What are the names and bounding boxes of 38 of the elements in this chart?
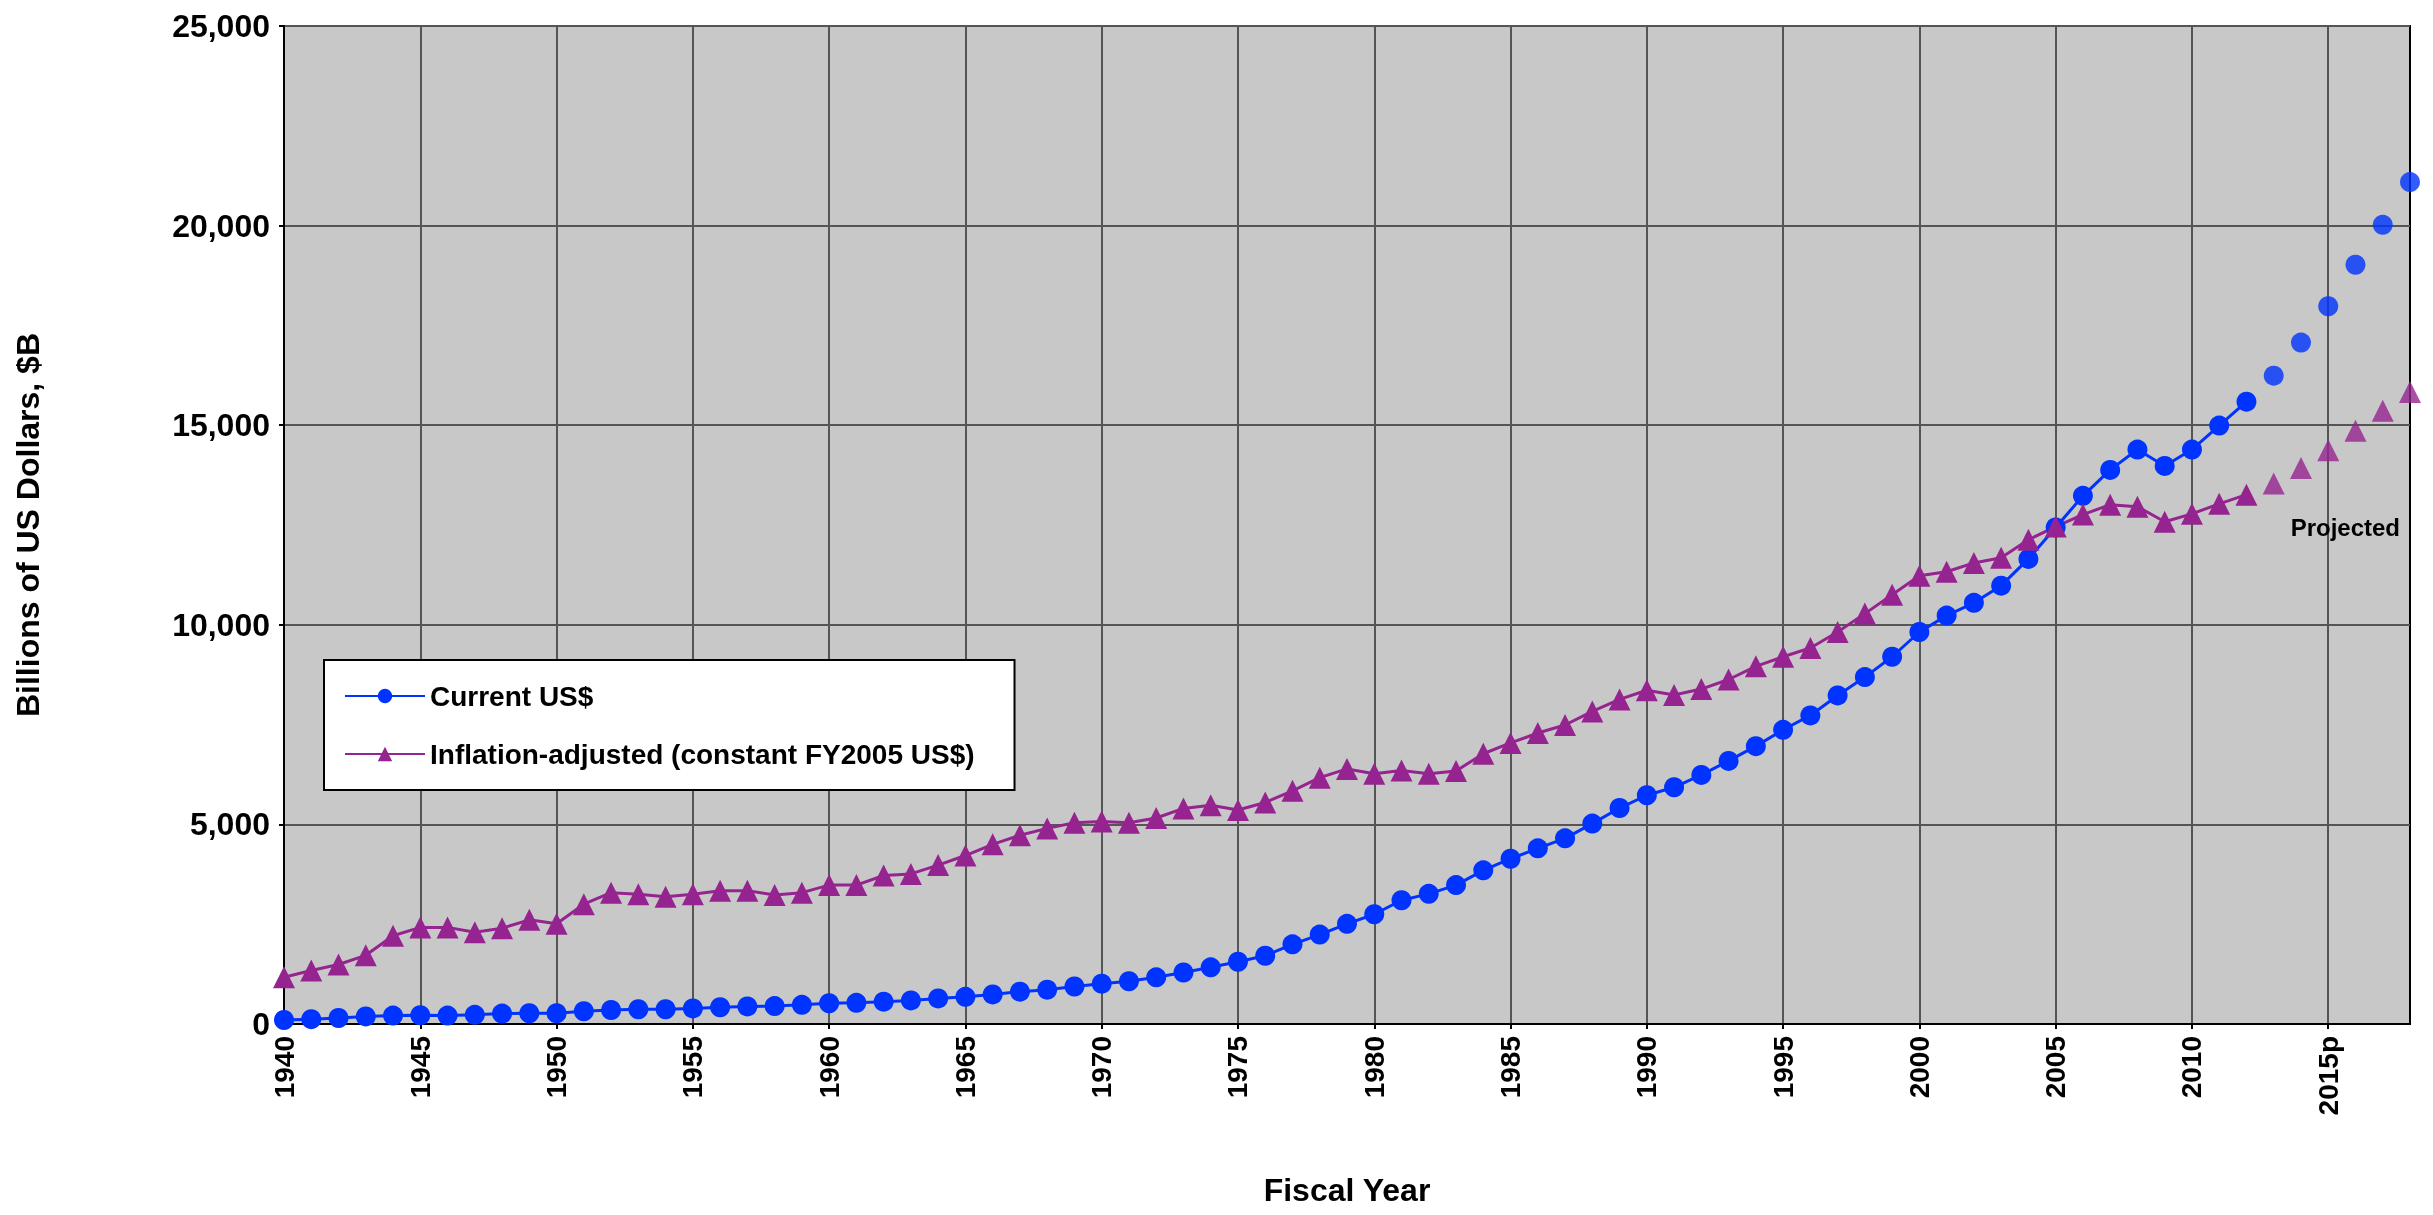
x-tick-label: 2015p bbox=[2312, 1036, 2344, 1116]
point bbox=[2290, 332, 2311, 353]
x-tick-label: 1940 bbox=[268, 1036, 300, 1099]
x-tick-label: 2010 bbox=[2176, 1036, 2208, 1099]
y-tick-label: 15,000 bbox=[172, 407, 270, 444]
y-tick-label: 10,000 bbox=[172, 606, 270, 643]
x-axis-title: Fiscal Year bbox=[1263, 1172, 1431, 1208]
x-tick-label: 2000 bbox=[1903, 1036, 1935, 1099]
y-tick-label: 25,000 bbox=[172, 8, 270, 44]
y-axis-title: Billions of US Dollars, $B bbox=[10, 332, 46, 718]
x-tick-label: 2005 bbox=[2040, 1036, 2072, 1099]
point bbox=[2263, 365, 2284, 386]
x-tick-label: 1970 bbox=[1086, 1036, 1118, 1099]
x-tick-label: 1975 bbox=[1222, 1036, 1254, 1099]
point bbox=[2372, 214, 2393, 235]
x-tick-label: 1960 bbox=[813, 1036, 845, 1099]
point bbox=[2400, 172, 2420, 193]
y-tick-label: 20,000 bbox=[172, 207, 270, 244]
x-tick-label: 1995 bbox=[1767, 1036, 1799, 1099]
point bbox=[2289, 456, 2312, 479]
point bbox=[2399, 381, 2421, 404]
point bbox=[2344, 419, 2367, 442]
y-tick-label: 5,000 bbox=[189, 806, 270, 843]
point bbox=[2317, 439, 2340, 462]
point bbox=[2345, 254, 2366, 275]
point bbox=[2318, 296, 2339, 317]
x-tick-label: 1990 bbox=[1631, 1036, 1663, 1099]
x-tick-label: 1945 bbox=[404, 1036, 436, 1099]
legend-label: Inflation-adjusted (constant FY2005 US$) bbox=[430, 738, 975, 770]
x-tick-label: 1985 bbox=[1495, 1036, 1527, 1099]
x-tick-label: 1980 bbox=[1358, 1036, 1390, 1099]
x-tick-label: 1965 bbox=[949, 1036, 981, 1099]
point bbox=[2371, 399, 2394, 422]
x-tick-label: 1950 bbox=[541, 1036, 573, 1099]
legend-label: Current US$ bbox=[430, 680, 594, 712]
point bbox=[2262, 472, 2285, 495]
y-tick-label: 0 bbox=[252, 1006, 270, 1042]
x-tick-label: 1955 bbox=[677, 1036, 709, 1099]
